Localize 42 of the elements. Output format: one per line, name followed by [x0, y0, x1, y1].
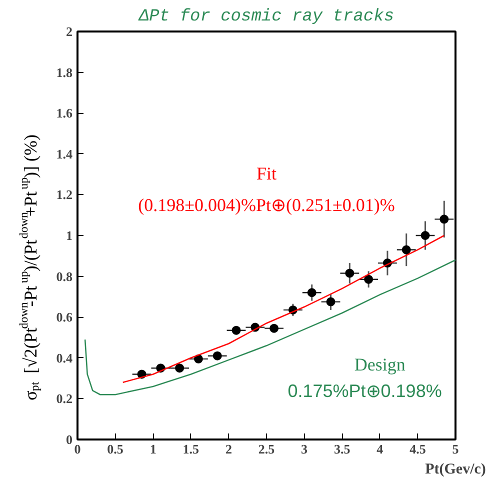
point — [194, 354, 203, 364]
point — [440, 214, 449, 224]
line-series — [84, 259, 456, 396]
x-tick-label: 5 — [452, 442, 460, 456]
x-axis-title: Pt(Gev/c) — [425, 462, 486, 478]
x-tick-label: 4 — [376, 442, 384, 456]
x-tick-label: 2.5 — [258, 442, 276, 456]
x-tick-label: 0.5 — [107, 442, 124, 456]
x-tick-label: 3.5 — [334, 442, 351, 456]
point — [326, 297, 336, 306]
y-tick-label: 0.4 — [56, 350, 73, 366]
y-tick-label: 0.8 — [56, 268, 73, 284]
y-tick-label: 0.2 — [56, 391, 72, 406]
annotation: 0.175%Pt⊕0.198% — [288, 380, 442, 401]
line-series — [122, 234, 445, 384]
chart-title: ΔPt for cosmic ray tracks — [138, 8, 394, 26]
y-tick-label: 1 — [66, 228, 72, 243]
point — [420, 231, 430, 240]
point — [175, 364, 184, 373]
y-tick-label: 1.4 — [56, 146, 73, 162]
y-tick-label: 2 — [66, 24, 72, 39]
x-tick-label: 4.5 — [410, 442, 426, 456]
y-tick-label: 1.8 — [56, 64, 73, 80]
x-tick-label: 2 — [225, 442, 232, 456]
x-tick-label: 1 — [150, 442, 156, 456]
annotation: Fit — [256, 163, 277, 184]
point — [232, 326, 241, 335]
annotation: (0.198±0.004)%Pt⊕(0.251±0.01)% — [138, 195, 395, 216]
y-tick-label: 0.6 — [56, 310, 73, 325]
point — [307, 288, 316, 298]
point — [270, 324, 279, 333]
point — [345, 268, 354, 278]
annotation: Design — [354, 354, 406, 374]
y-tick-label: 0 — [66, 432, 72, 447]
point — [402, 245, 411, 254]
x-tick-label: 3 — [301, 442, 308, 456]
y-tick-label: 1.6 — [56, 106, 73, 121]
point — [364, 274, 374, 284]
text: σpt [√2(Ptdown-Ptup)/(Ptdown+Ptup)] (%) — [16, 134, 42, 400]
x-tick-label: 1.5 — [182, 442, 200, 456]
point — [212, 351, 222, 360]
y-tick-label: 1.2 — [56, 187, 72, 202]
